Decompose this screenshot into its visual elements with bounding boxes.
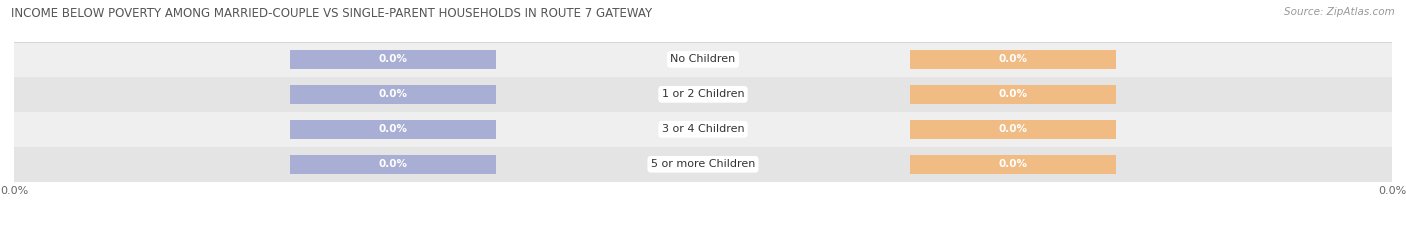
Text: No Children: No Children [671,55,735,64]
Text: 0.0%: 0.0% [998,89,1028,99]
Text: 0.0%: 0.0% [378,124,408,134]
Text: 3 or 4 Children: 3 or 4 Children [662,124,744,134]
Bar [14,112,1392,147]
Bar [910,120,1116,139]
Bar [910,50,1116,69]
Text: 1 or 2 Children: 1 or 2 Children [662,89,744,99]
Bar [14,42,1392,77]
Bar [290,50,496,69]
Bar [290,155,496,174]
Text: 5 or more Children: 5 or more Children [651,159,755,169]
Text: 0.0%: 0.0% [998,124,1028,134]
Text: 0.0%: 0.0% [378,55,408,64]
Text: Source: ZipAtlas.com: Source: ZipAtlas.com [1284,7,1395,17]
Text: 0.0%: 0.0% [378,159,408,169]
Bar [14,147,1392,182]
Bar [290,85,496,104]
Bar [910,85,1116,104]
Text: 0.0%: 0.0% [998,55,1028,64]
Text: 0.0%: 0.0% [378,89,408,99]
Bar [14,77,1392,112]
Text: 0.0%: 0.0% [998,159,1028,169]
Text: INCOME BELOW POVERTY AMONG MARRIED-COUPLE VS SINGLE-PARENT HOUSEHOLDS IN ROUTE 7: INCOME BELOW POVERTY AMONG MARRIED-COUPL… [11,7,652,20]
Bar [910,155,1116,174]
Bar [290,120,496,139]
